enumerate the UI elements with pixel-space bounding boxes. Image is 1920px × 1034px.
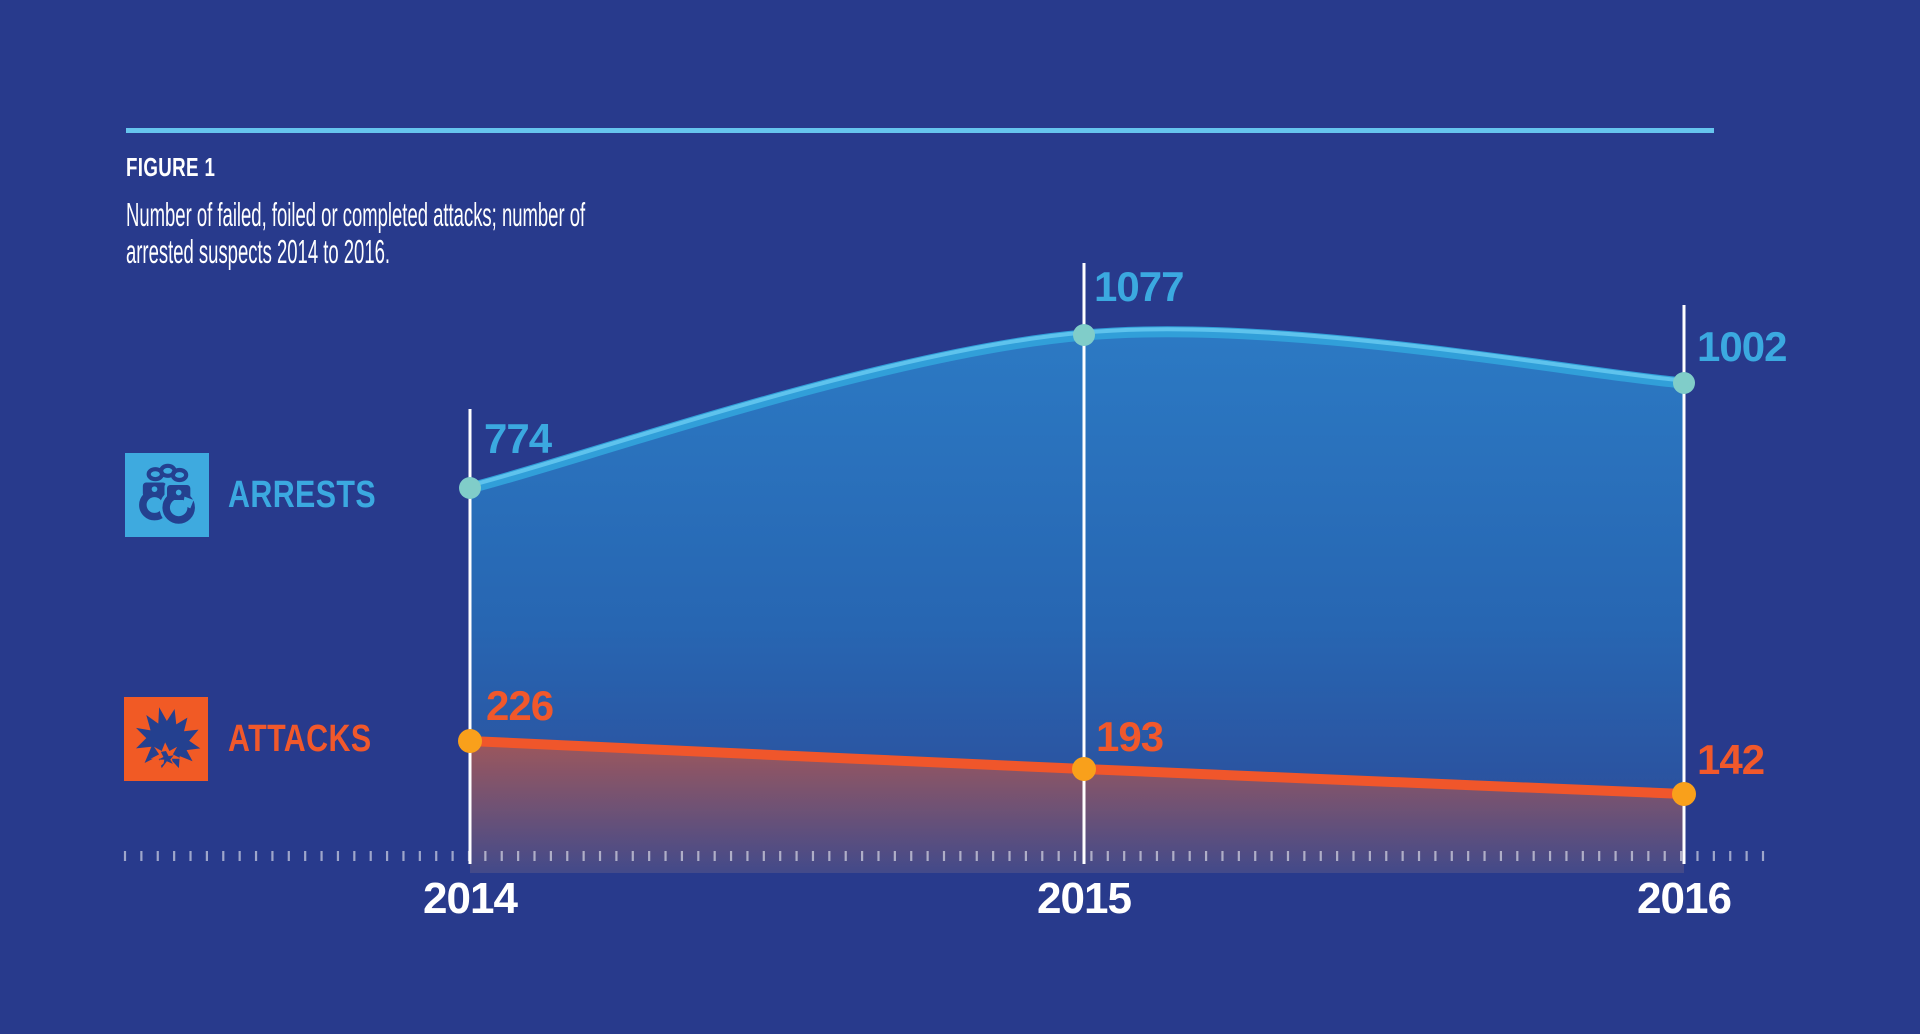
x-axis-label-2015: 2015	[1037, 874, 1132, 923]
arrests-legend-label: ARRESTS	[228, 474, 377, 516]
handcuffs-icon	[139, 463, 198, 527]
attacks-value-2014: 226	[486, 682, 554, 729]
arrests-icon-tile	[125, 453, 209, 537]
arrests-point-2015	[1073, 324, 1095, 346]
attacks-legend-label: ATTACKS	[228, 718, 372, 760]
figure-subtitle: Number of failed, foiled or completed at…	[126, 196, 586, 270]
attacks-point-2014	[458, 729, 482, 753]
attacks-area	[470, 741, 1684, 873]
x-axis-label-2016: 2016	[1637, 874, 1732, 923]
attacks-value-2016: 142	[1697, 736, 1765, 783]
attacks-value-2015: 193	[1096, 713, 1164, 760]
attacks-point-2015	[1072, 757, 1096, 781]
arrests-value-2015: 1077	[1094, 263, 1184, 310]
axis-ticks	[123, 851, 1765, 861]
figure-label: FIGURE 1	[126, 152, 216, 182]
arrests-point-2016	[1673, 372, 1695, 394]
arrests-point-2014	[459, 477, 481, 499]
arrests-area	[470, 331, 1684, 873]
attacks-icon-tile	[124, 697, 208, 781]
arrests-value-2016: 1002	[1697, 323, 1787, 370]
arrests-value-2014: 774	[484, 415, 552, 462]
attacks-point-2016	[1672, 782, 1696, 806]
explosion-icon	[136, 707, 201, 769]
header-rule	[126, 128, 1714, 133]
x-axis-label-2014: 2014	[423, 874, 518, 923]
